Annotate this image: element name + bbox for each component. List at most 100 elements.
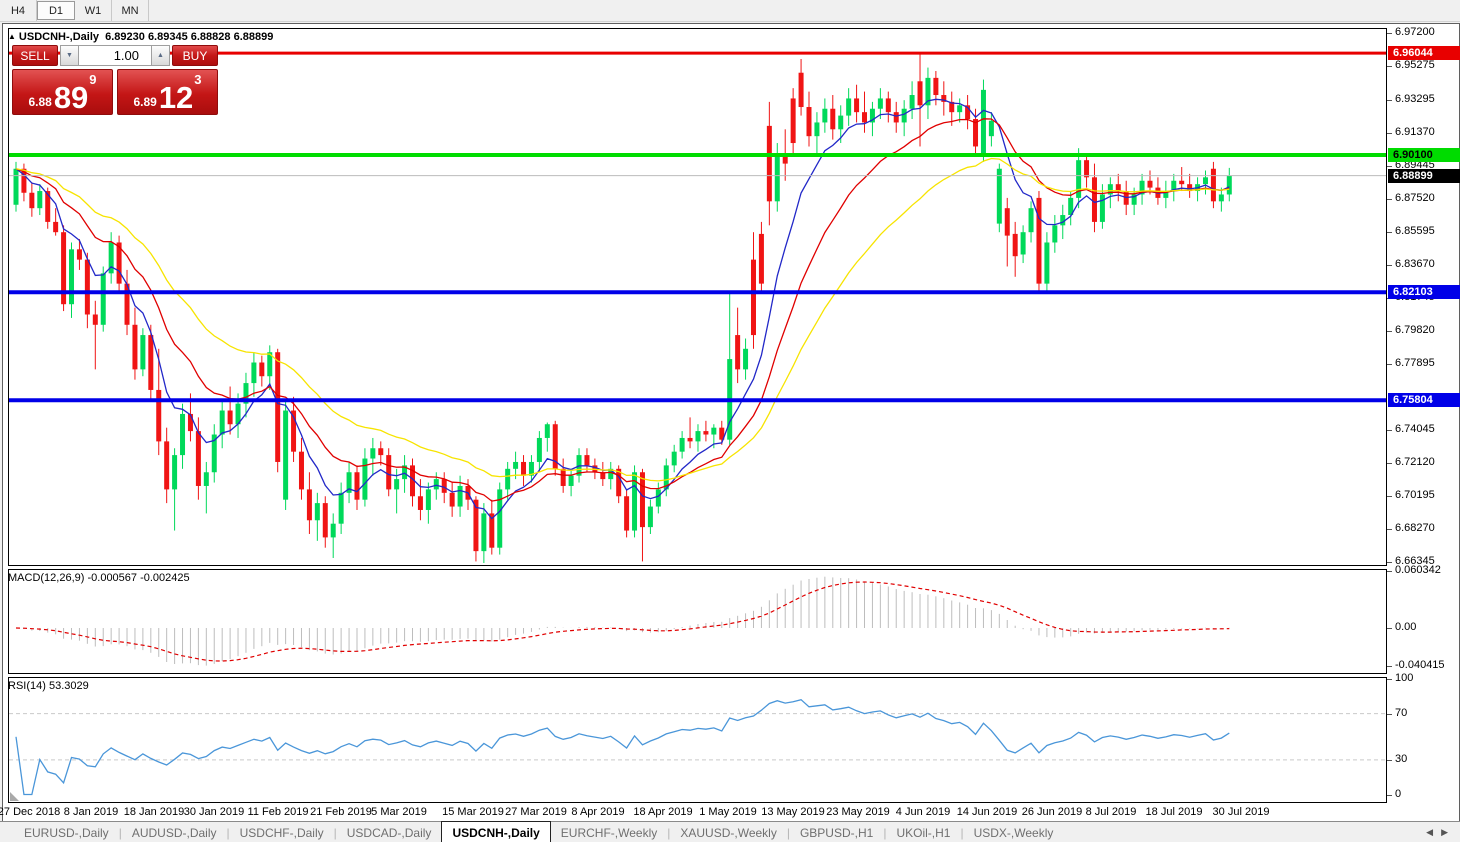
price-tick-label: 6.70195 — [1395, 489, 1435, 502]
chart-tab-eurusd-daily[interactable]: EURUSD-,Daily — [24, 825, 109, 840]
candle — [346, 461, 352, 504]
main-chart-panel[interactable] — [8, 28, 1387, 566]
price-tick-label: 6.89445 — [1395, 159, 1435, 172]
price-tick-label: 6.66345 — [1395, 555, 1435, 568]
tab-separator: | — [667, 825, 671, 840]
macd-axis-label: 0.060342 — [1395, 563, 1441, 576]
sell-button[interactable]: SELL — [12, 45, 58, 66]
timeframe-button-h4[interactable]: H4 — [0, 0, 37, 21]
rsi-panel[interactable] — [8, 677, 1387, 803]
panel-resize-grip[interactable] — [10, 792, 19, 801]
candle — [497, 482, 503, 555]
chart-tab-ukoil-h1[interactable]: UKOil-,H1 — [896, 825, 951, 840]
candle — [893, 101, 899, 133]
volume-increase-button[interactable]: ▲ — [151, 45, 170, 66]
price-tick-label: 6.91370 — [1395, 126, 1435, 139]
tab-separator: | — [118, 825, 122, 840]
chart-symbol: USDCNH-,Daily — [18, 31, 99, 43]
candle — [814, 112, 820, 157]
date-tick-label: 8 Apr 2019 — [571, 806, 625, 818]
price-tick-mark — [1387, 132, 1392, 134]
chart-tab-usdx-weekly[interactable]: USDX-,Weekly — [973, 825, 1054, 840]
price-axis[interactable]: 6.97200 6.95275 6.93295 6.91370 6.89445 6.875… — [1387, 24, 1460, 821]
price-tick-mark — [1387, 198, 1392, 200]
rsi-axis-label: 70 — [1395, 706, 1408, 719]
timeframe-button-w1[interactable]: W1 — [75, 0, 112, 21]
candle — [1091, 163, 1097, 233]
candle — [473, 496, 479, 562]
candlestick-chart[interactable] — [9, 29, 1386, 565]
candle — [21, 163, 27, 202]
buy-button[interactable]: BUY — [172, 45, 218, 66]
chart-tab-eurchf-weekly[interactable]: EURCHF-,Weekly — [560, 825, 658, 840]
date-axis[interactable]: 27 Dec 2018 8 Jan 2019 18 Jan 2019 30 Jan 2… — [0, 804, 1387, 821]
chart-tab-audusd-daily[interactable]: AUDUSD-,Daily — [131, 825, 217, 840]
candle — [1203, 170, 1208, 195]
volume-decrease-button[interactable]: ▼ — [60, 45, 79, 66]
date-tick-label: 27 Dec 2018 — [0, 806, 61, 818]
collapse-arrow-icon[interactable]: ▲ — [8, 32, 16, 41]
candle — [639, 468, 645, 562]
candle — [996, 163, 1002, 233]
candle — [283, 400, 289, 510]
volume-input[interactable] — [79, 45, 151, 66]
buy-price-tile[interactable]: 6.89 12 3 — [117, 69, 218, 115]
macd-axis-label: -0.040415 — [1395, 659, 1445, 672]
candle — [663, 458, 669, 497]
chart-tab-gbpusd-h1[interactable]: GBPUSD-,H1 — [799, 825, 874, 840]
macd-axis-label: 0.00 — [1395, 621, 1417, 633]
timeframe-button-mn[interactable]: MN — [112, 0, 149, 21]
price-badge-6.75804: 6.75804 — [1388, 393, 1460, 408]
price-tick-mark — [1387, 330, 1392, 332]
candle — [790, 88, 796, 154]
candle — [766, 101, 772, 226]
rsi-chart[interactable] — [9, 678, 1386, 802]
price-tick-label: 6.74045 — [1395, 423, 1435, 436]
candle — [29, 182, 35, 217]
candle — [362, 448, 368, 507]
candle — [124, 269, 130, 336]
candle — [632, 465, 638, 538]
candle — [69, 242, 75, 318]
candle — [1210, 161, 1216, 209]
candle — [941, 81, 947, 116]
candle — [298, 437, 304, 500]
chart-tab-usdcad-daily[interactable]: USDCAD-,Daily — [346, 825, 432, 840]
candle — [489, 499, 495, 555]
tab-scroll-right-icon[interactable]: ▶ — [1441, 827, 1448, 837]
chart-tab-usdcnh-daily[interactable]: USDCNH-,Daily — [441, 821, 551, 842]
rsi-axis-label: 30 — [1395, 752, 1408, 765]
chart-tab-usdchf-daily[interactable]: USDCHF-,Daily — [239, 825, 324, 840]
macd-chart[interactable] — [9, 570, 1386, 673]
candle — [647, 499, 653, 534]
candle — [306, 472, 312, 534]
macd-panel[interactable] — [8, 569, 1387, 674]
candle — [909, 81, 915, 120]
candle — [457, 475, 463, 517]
candle — [822, 98, 828, 133]
date-tick-label: 26 Jun 2019 — [1021, 806, 1083, 818]
rsi-axis-tick — [1387, 713, 1392, 715]
candle — [838, 105, 844, 144]
rsi-axis-tick — [1387, 759, 1392, 761]
price-tick-label: 6.95275 — [1395, 59, 1435, 72]
tab-scroll-left-icon[interactable]: ◀ — [1426, 827, 1434, 837]
macd-axis-tick — [1387, 666, 1392, 668]
sell-price-tile[interactable]: 6.88 89 9 — [12, 69, 113, 115]
price-tick-mark — [1387, 165, 1392, 167]
candle — [528, 455, 534, 483]
chart-tab-xauusd-weekly[interactable]: XAUUSD-,Weekly — [680, 825, 777, 840]
candle — [1052, 215, 1058, 253]
candle — [1036, 191, 1042, 293]
candle — [386, 448, 392, 497]
price-tick-label: 6.72120 — [1395, 456, 1435, 469]
candle — [330, 513, 336, 558]
candle — [1163, 180, 1169, 209]
price-tick-mark — [1387, 495, 1392, 497]
candle — [1076, 148, 1082, 209]
timeframe-button-d1[interactable]: D1 — [37, 1, 75, 20]
candle — [901, 100, 907, 137]
candle — [743, 338, 749, 380]
candle — [243, 372, 249, 418]
